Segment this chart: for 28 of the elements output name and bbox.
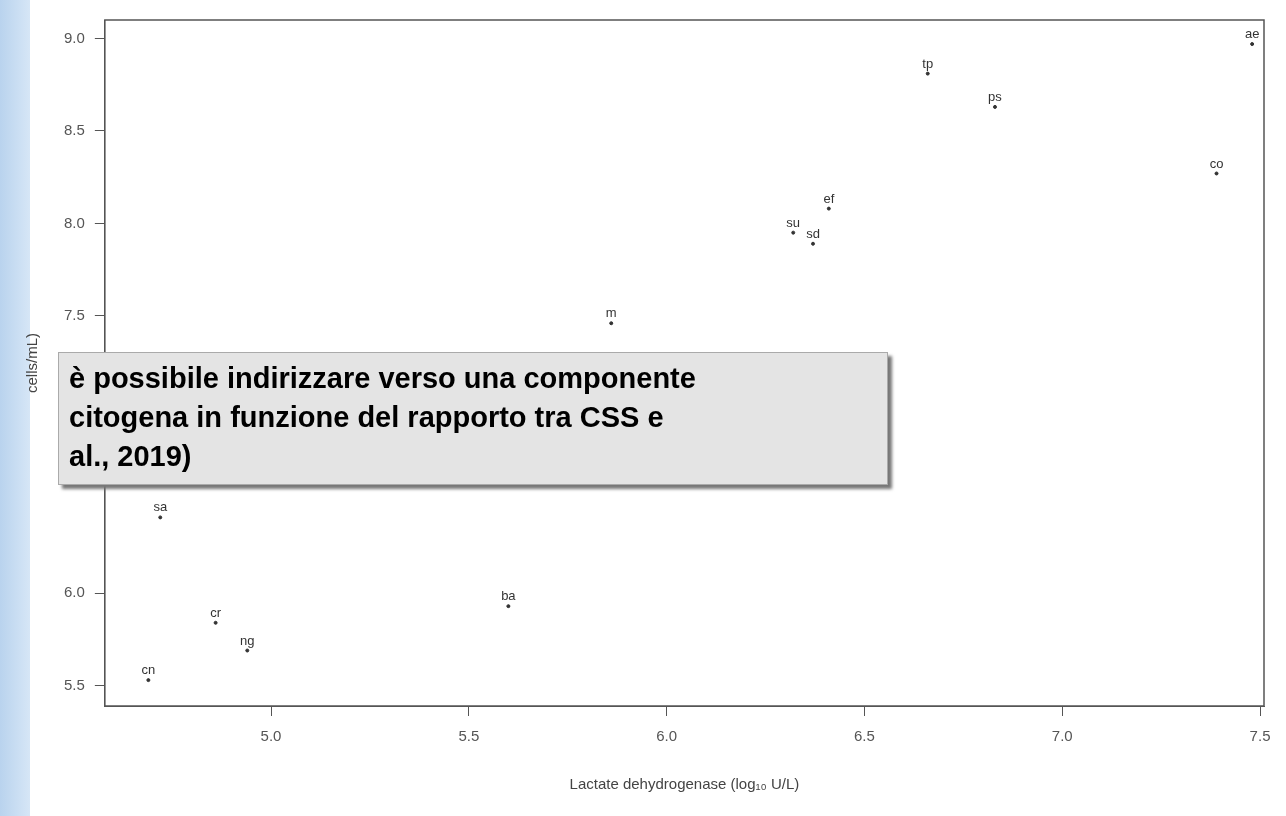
x-tick-label: 6.5 (854, 727, 875, 745)
x-tick-label: 7.5 (1249, 727, 1271, 745)
x-tick-label: 5.0 (260, 727, 282, 745)
x-axis-title: Lactate dehydrogenase (log₁₀ U/L) (569, 775, 800, 793)
callout-box: è possibile indirizzare verso una componente citogena in funzione del rapporto tra CSS e al., 2019) (58, 352, 888, 485)
data-label: co (1209, 155, 1224, 171)
data-label: ps (988, 88, 1003, 104)
y-tick-label: 6.0 (63, 583, 85, 601)
x-tick-label: 5.5 (458, 727, 480, 745)
data-label: cr (210, 604, 222, 620)
data-label: m (605, 305, 617, 321)
y-tick-label: 8.5 (63, 121, 85, 139)
y-tick-label: 7.5 (63, 305, 85, 323)
data-label: sd (806, 225, 820, 241)
x-tick-label: 6.0 (656, 727, 678, 745)
data-label: cn (141, 662, 156, 678)
data-label: ae (1244, 26, 1260, 42)
data-label: ng (240, 632, 255, 648)
data-label: sa (153, 499, 168, 515)
x-tick-label: 7.0 (1051, 727, 1073, 745)
y-tick-label: 8.0 (63, 213, 85, 231)
y-tick-label: 9.0 (63, 28, 85, 46)
data-label: ba (501, 588, 517, 604)
y-axis-title: cells/mL) (23, 332, 41, 394)
data-label: su (786, 214, 801, 230)
data-label: tp (922, 55, 934, 71)
data-label: ef (823, 190, 835, 206)
y-tick-label: 5.5 (63, 675, 85, 693)
